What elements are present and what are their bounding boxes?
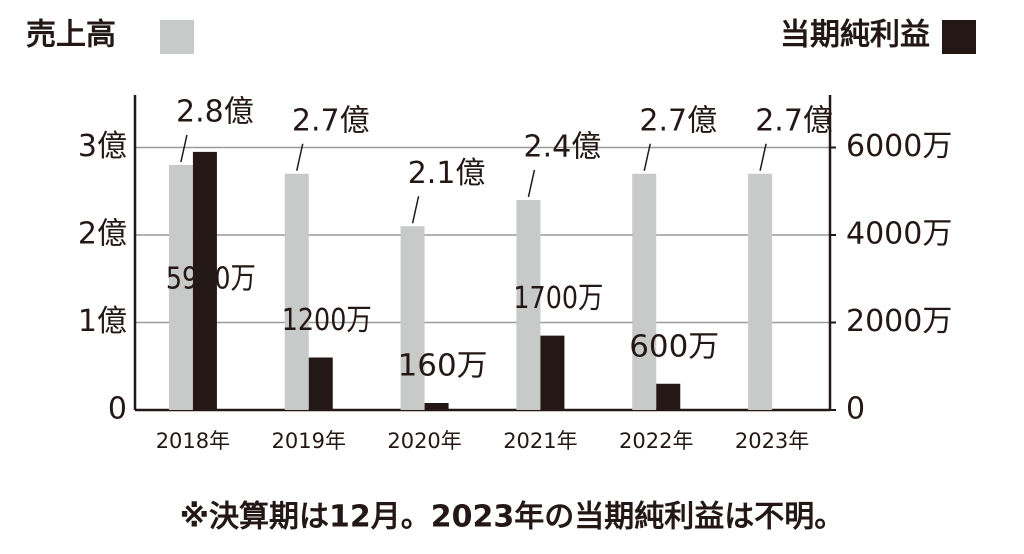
bar (308, 357, 333, 410)
leader-line (643, 143, 651, 171)
x-tick-label: 2022年 (619, 429, 693, 453)
bar (516, 200, 541, 410)
value-label: 2.4億 (524, 130, 602, 165)
value-label: 2.8億 (176, 95, 254, 130)
x-tick-label: 2023年 (735, 429, 809, 453)
y2-tick-label: 0 (846, 392, 865, 427)
value-label: 2.7億 (755, 103, 833, 138)
x-tick-label: 2020年 (387, 429, 461, 453)
leader-line (180, 134, 188, 163)
bar (424, 403, 449, 410)
value-label: 1200万 (282, 303, 372, 338)
value-label: 1700万 (513, 281, 603, 316)
leader-line (759, 143, 767, 171)
y-tick-label: 1億 (78, 304, 127, 339)
legend-label: 当期純利益 (780, 18, 930, 53)
x-tick-label: 2019年 (272, 429, 346, 453)
y-tick-label: 2億 (78, 217, 127, 252)
bar (632, 173, 657, 410)
bar (400, 226, 425, 410)
value-label: 2.1億 (408, 156, 486, 191)
legend-swatch (160, 20, 194, 54)
bar (540, 335, 565, 410)
bar (748, 173, 773, 410)
leader-line (296, 143, 304, 171)
y2-tick-label: 4000万 (846, 217, 952, 252)
x-tick-label: 2021年 (503, 429, 577, 453)
y-tick-label: 0 (108, 392, 127, 427)
bar (192, 151, 217, 410)
value-label: 2.7億 (292, 103, 370, 138)
value-label: 5900万 (166, 261, 256, 296)
y2-tick-label: 2000万 (846, 304, 952, 339)
bar (284, 173, 309, 410)
y2-tick-label: 6000万 (846, 129, 952, 164)
bar (656, 383, 681, 410)
value-label: 600万 (629, 329, 719, 364)
leader-line (411, 196, 420, 224)
leader-line (527, 169, 536, 198)
y-tick-label: 3億 (78, 129, 127, 164)
value-label: 160万 (398, 349, 488, 384)
value-label: 2.7億 (639, 103, 717, 138)
legend-label: 売上高 (26, 18, 116, 53)
bar (168, 165, 193, 410)
footnote: ※決算期は12月。2023年の当期純利益は不明。 (180, 500, 844, 535)
legend-swatch (942, 20, 976, 54)
x-tick-label: 2018年 (156, 429, 230, 453)
